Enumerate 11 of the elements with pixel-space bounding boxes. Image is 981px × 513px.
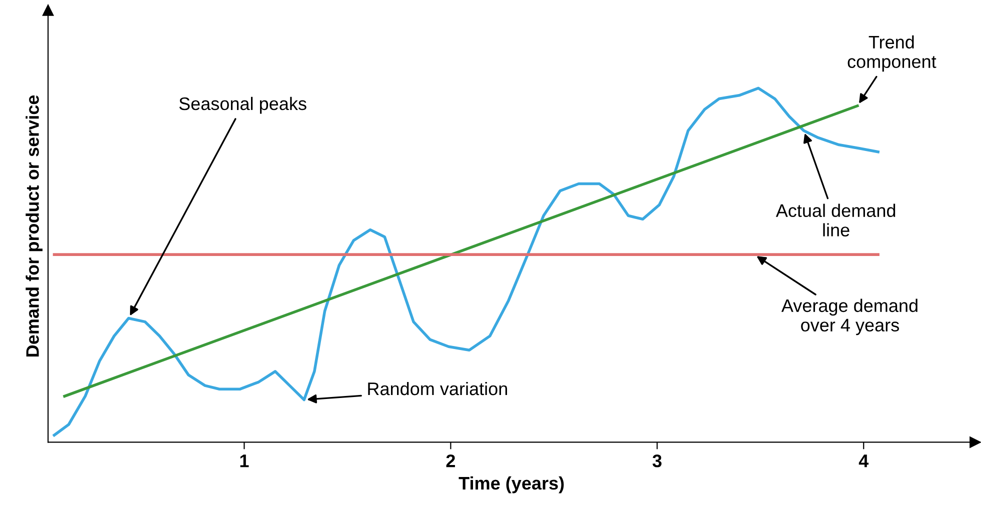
annotation: Seasonal peaks bbox=[179, 96, 306, 114]
annotation: Average demand over 4 years bbox=[781, 298, 918, 336]
x-axis-title: Time (years) bbox=[458, 476, 564, 494]
annotation: Trend component bbox=[848, 35, 936, 72]
x-tick-label: 3 bbox=[652, 454, 662, 468]
x-tick-label: 1 bbox=[240, 454, 249, 468]
annotation: Actual demand line bbox=[776, 204, 896, 236]
annotation: Random variation bbox=[368, 382, 508, 396]
y-axis-title: Demand for product or service bbox=[26, 95, 43, 356]
x-tick-label: 2 bbox=[446, 454, 455, 468]
x-tick-label: 4 bbox=[858, 454, 869, 468]
